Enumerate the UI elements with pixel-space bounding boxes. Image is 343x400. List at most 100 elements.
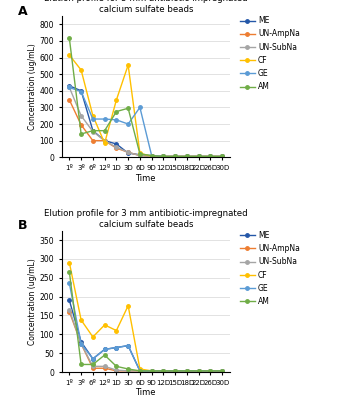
ME [185,154,189,159]
UN-SubNa [138,368,142,373]
AM [79,132,83,136]
ME [161,368,165,373]
CF [208,154,212,159]
Line: AM: AM [68,37,224,158]
GE [150,368,154,373]
CF [138,366,142,371]
CF [79,68,83,72]
AM [150,153,154,158]
AM [114,109,118,114]
ME [126,151,130,156]
UN-SubNa [67,308,71,312]
AM [103,353,107,358]
GE [126,343,130,348]
ME [173,154,177,159]
Line: UN-SubNa: UN-SubNa [68,86,224,158]
GE [197,368,201,373]
UN-AmpNa [114,146,118,150]
AM [103,128,107,133]
UN-AmpNa [220,368,224,373]
UN-SubNa [126,368,130,373]
UN-SubNa [197,154,201,159]
GE [91,117,95,122]
CF [126,63,130,68]
GE [138,368,142,373]
UN-SubNa [103,364,107,369]
Line: GE: GE [68,282,224,373]
GE [79,89,83,94]
GE [138,105,142,110]
CF [173,368,177,373]
UN-AmpNa [103,138,107,143]
GE [220,368,224,373]
UN-SubNa [161,154,165,159]
ME [91,128,95,133]
AM [161,154,165,159]
UN-AmpNa [197,368,201,373]
UN-SubNa [91,129,95,134]
Y-axis label: Concentration (ug/mL): Concentration (ug/mL) [28,43,37,130]
UN-SubNa [173,154,177,159]
ME [197,368,201,373]
UN-SubNa [138,153,142,158]
CF [103,322,107,327]
UN-SubNa [114,368,118,372]
UN-SubNa [220,154,224,159]
CF [220,154,224,159]
UN-SubNa [220,368,224,373]
UN-SubNa [103,138,107,143]
GE [161,154,165,159]
CF [126,303,130,308]
AM [67,270,71,274]
UN-AmpNa [208,154,212,159]
AM [220,368,224,373]
UN-SubNa [197,368,201,373]
X-axis label: Time: Time [135,174,156,183]
ME [150,368,154,373]
CF [103,141,107,146]
UN-SubNa [67,85,71,90]
AM [91,362,95,367]
ME [67,298,71,303]
CF [208,368,212,373]
UN-AmpNa [138,153,142,158]
AM [197,154,201,159]
CF [220,368,224,373]
X-axis label: Time: Time [135,388,156,398]
CF [185,154,189,159]
Line: ME: ME [68,299,224,373]
ME [208,368,212,373]
Line: GE: GE [68,86,224,158]
CF [91,113,95,118]
GE [197,154,201,159]
ME [161,154,165,159]
CF [185,368,189,373]
ME [79,88,83,93]
GE [150,153,154,158]
AM [173,368,177,373]
AM [79,362,83,367]
UN-AmpNa [126,368,130,373]
GE [67,85,71,90]
GE [173,154,177,159]
UN-AmpNa [173,154,177,159]
GE [103,117,107,122]
GE [114,118,118,122]
GE [208,368,212,373]
CF [138,151,142,156]
AM [114,364,118,369]
CF [150,154,154,159]
UN-AmpNa [161,154,165,159]
GE [67,281,71,286]
CF [67,53,71,58]
Text: A: A [18,5,28,18]
UN-AmpNa [150,368,154,373]
UN-SubNa [150,368,154,373]
Title: Elution profile for 3 mm antibiotic-impregnated
calcium sulfate beads: Elution profile for 3 mm antibiotic-impr… [44,209,248,228]
UN-SubNa [185,368,189,373]
UN-AmpNa [103,366,107,371]
CF [114,328,118,333]
CF [161,154,165,159]
UN-AmpNa [185,368,189,373]
AM [197,368,201,373]
